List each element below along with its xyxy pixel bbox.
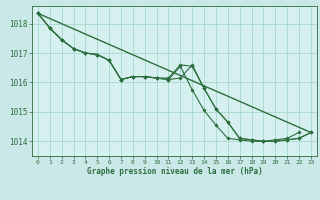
X-axis label: Graphe pression niveau de la mer (hPa): Graphe pression niveau de la mer (hPa) xyxy=(86,167,262,176)
